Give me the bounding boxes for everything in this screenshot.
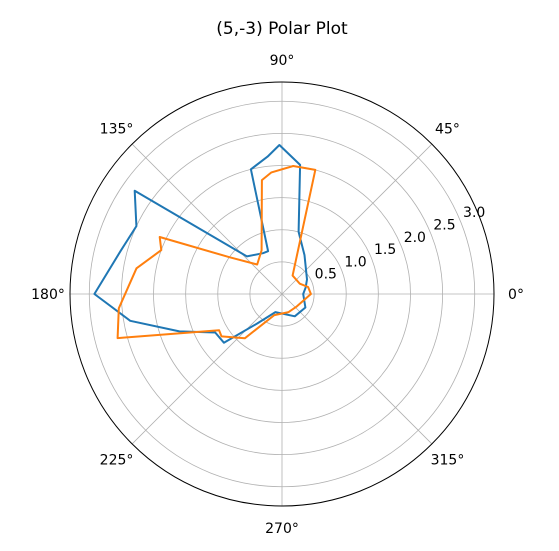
polar-grid xyxy=(69,81,495,507)
axis-labels: 0° 45° 90° 135° 180° 225° 270° 315° 0.5 1.0 1.5 2.0… xyxy=(31,53,524,537)
radial-tick-label: 2.5 xyxy=(433,218,455,234)
angle-tick-label: 90° xyxy=(270,53,295,69)
angle-tick-label: 0° xyxy=(508,287,524,303)
angle-tick-label: 135° xyxy=(100,122,134,138)
series-layer xyxy=(93,144,317,344)
radial-tick-label: 1.0 xyxy=(344,254,366,270)
angular-gridline xyxy=(281,143,433,295)
angle-tick-label: 270° xyxy=(265,521,299,537)
radial-tick-label: 2.0 xyxy=(404,230,426,246)
angular-gridline xyxy=(131,293,283,445)
angle-tick-label: 45° xyxy=(435,122,460,138)
series-line-2 xyxy=(116,165,317,340)
angle-tick-label: 180° xyxy=(31,287,65,303)
angular-gridline xyxy=(281,293,433,445)
radial-tick-label: 3.0 xyxy=(463,205,485,221)
angle-tick-label: 315° xyxy=(431,452,465,468)
angle-tick-label: 225° xyxy=(100,452,134,468)
radial-tick-label: 0.5 xyxy=(315,267,337,283)
polar-frame xyxy=(69,81,495,507)
angular-gridline xyxy=(131,143,283,295)
radial-tick-label: 1.5 xyxy=(374,242,396,258)
series-line-1 xyxy=(93,144,308,344)
chart-title: (5,-3) Polar Plot xyxy=(216,19,348,39)
